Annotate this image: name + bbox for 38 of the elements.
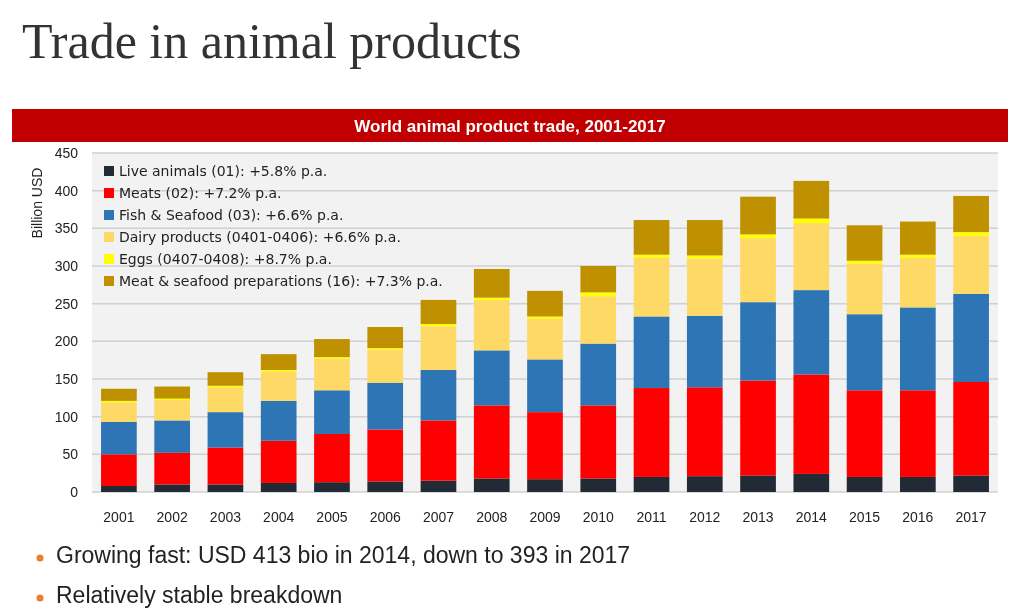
- x-tick-label: 2004: [263, 509, 295, 525]
- y-tick-label: 200: [54, 333, 79, 350]
- y-tick-label: 50: [62, 446, 79, 463]
- x-tick-label: 2008: [476, 509, 508, 525]
- text: Relatively stable breakdown: [56, 582, 343, 608]
- y-tick-label: 250: [54, 295, 79, 312]
- legend-label: Meats (02): +7.2% p.a.: [119, 185, 282, 201]
- x-tick-label: 2013: [742, 509, 774, 525]
- chart-subtitle: World animal product trade, 2001-2017: [354, 117, 666, 136]
- text: Growing fast: USD 413 bio in 2014, down to 393 in 2017: [56, 542, 631, 568]
- y-tick-label: 300: [54, 258, 79, 274]
- y-tick-label: 150: [54, 371, 79, 387]
- x-tick-label: 2007: [422, 509, 455, 525]
- y-tick-label: 400: [54, 182, 79, 199]
- legend-label: Meat & seafood preparations (16): +7.3% p.a.: [119, 273, 443, 289]
- x-tick-label: 2010: [582, 509, 615, 525]
- legend-label: Live animals (01): +5.8% p.a.: [119, 163, 328, 179]
- x-tick-label: 2003: [209, 509, 242, 525]
- x-tick-label: 2014: [795, 509, 828, 525]
- x-tick-label: 2015: [849, 509, 881, 525]
- y-axis-title: Billion USD: [29, 167, 45, 239]
- x-tick-label: 2002: [156, 509, 188, 525]
- legend-label: Eggs (0407-0408): +8.7% p.a.: [119, 251, 332, 267]
- legend-label: Fish & Seafood (03): +6.6% p.a.: [119, 207, 344, 223]
- y-tick-label: 450: [54, 145, 79, 161]
- legend-label: Dairy products (0401-0406): +6.6% p.a.: [119, 229, 401, 245]
- x-tick-label: 2005: [316, 509, 348, 525]
- x-tick-label: 2017: [955, 509, 987, 525]
- y-tick-label: 100: [54, 408, 79, 425]
- x-tick-label: 2011: [636, 509, 667, 525]
- x-tick-label: 2009: [529, 509, 561, 525]
- y-tick-label: 350: [54, 220, 79, 237]
- y-tick-label: 0: [70, 484, 79, 500]
- x-tick-label: 2001: [103, 509, 135, 525]
- x-tick-label: 2006: [369, 509, 401, 525]
- chart-title: Trade in animal products: [22, 13, 522, 69]
- x-tick-label: 2016: [902, 509, 934, 525]
- x-tick-label: 2012: [689, 509, 721, 525]
